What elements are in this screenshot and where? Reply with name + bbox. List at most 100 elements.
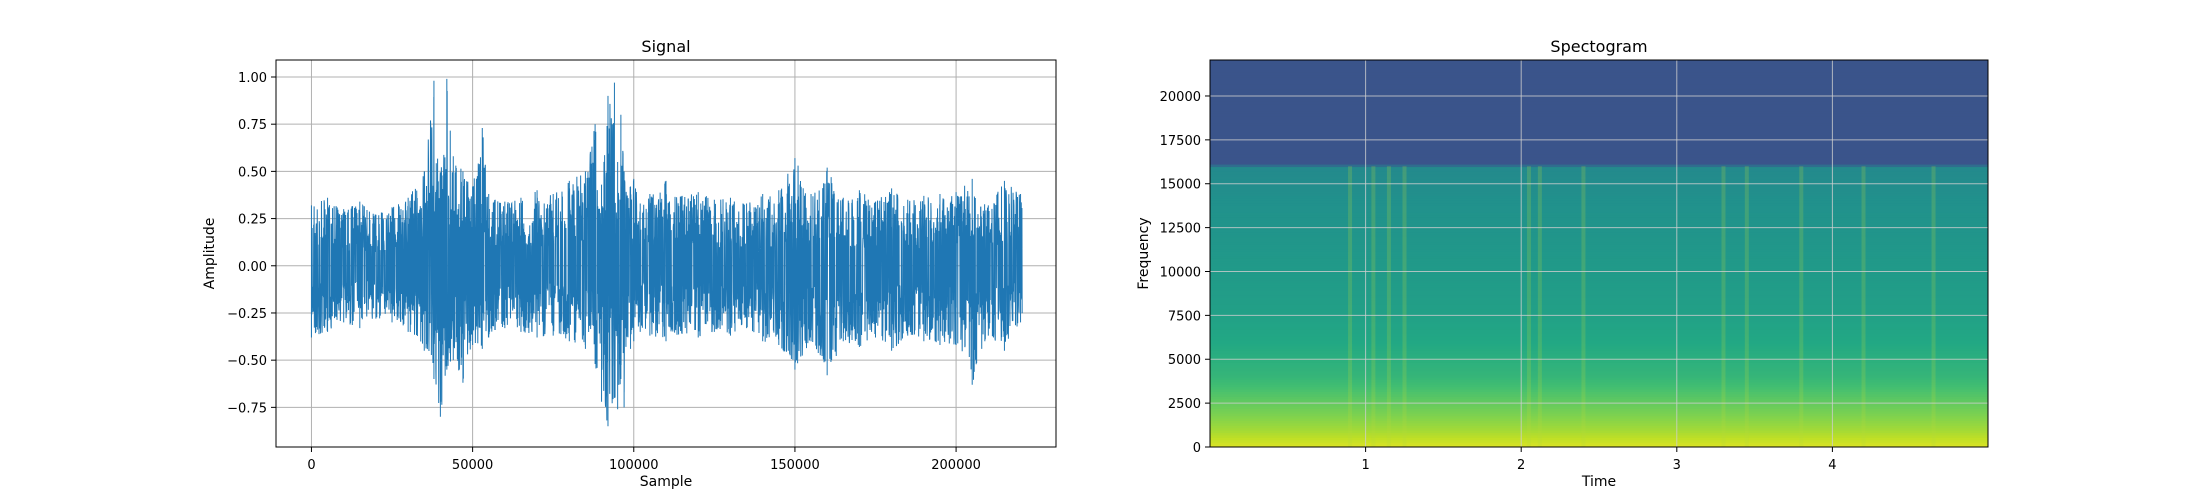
- spectrogram-band: [1210, 388, 1988, 392]
- spectrogram-band: [1210, 362, 1988, 366]
- spectrogram-band: [1210, 118, 1988, 122]
- signal-y-tick-label: 0.25: [238, 213, 267, 228]
- spectrogram-band: [1210, 159, 1988, 163]
- spectrogram-band: [1210, 393, 1988, 397]
- spectrogram-band: [1210, 193, 1988, 197]
- spectrogram-y-tick-label: 12500: [1160, 222, 1201, 237]
- signal-y-tick-label: −0.75: [227, 401, 267, 416]
- spectrogram-band: [1210, 147, 1988, 151]
- signal-xlabel: Sample: [640, 474, 693, 490]
- spectrogram-band: [1210, 258, 1988, 262]
- spectrogram-onset: [1799, 166, 1804, 447]
- signal-ylabel: Amplitude: [202, 218, 218, 290]
- spectrogram-y-tick-label: 0: [1193, 441, 1201, 456]
- spectrogram-band: [1210, 67, 1988, 71]
- spectrogram-band: [1210, 105, 1988, 109]
- spectrogram-band: [1210, 164, 1988, 168]
- signal-y-tick-label: −0.25: [227, 307, 267, 322]
- spectrogram-band: [1210, 101, 1988, 105]
- spectrogram-band: [1210, 64, 1988, 68]
- spectrogram-band: [1210, 301, 1988, 305]
- spectrogram-band: [1210, 275, 1988, 279]
- spectrogram-band: [1210, 108, 1988, 112]
- spectrogram-band: [1210, 374, 1988, 378]
- spectrogram-bands: [1210, 60, 1988, 447]
- spectrogram-band: [1210, 379, 1988, 383]
- spectrogram-band: [1210, 166, 1988, 170]
- spectrogram-band: [1210, 268, 1988, 272]
- spectrogram-band: [1210, 444, 1988, 447]
- spectrogram-band: [1210, 202, 1988, 206]
- spectrogram-band: [1210, 229, 1988, 233]
- signal-x-ticks: 0 50000 100000 150000 200000: [307, 447, 981, 473]
- spectrogram-band: [1210, 188, 1988, 192]
- spectrogram-band: [1210, 151, 1988, 155]
- spectrogram-band: [1210, 340, 1988, 344]
- spectrogram-band: [1210, 316, 1988, 320]
- spectrogram-x-ticks: 1 2 3 4: [1361, 447, 1837, 473]
- spectrogram-band: [1210, 367, 1988, 371]
- spectrogram-onset: [1386, 166, 1391, 447]
- spectrogram-band: [1210, 430, 1988, 434]
- spectrogram-band: [1210, 72, 1988, 76]
- spectrogram-band: [1210, 277, 1988, 281]
- spectrogram-axes-frame: [1209, 59, 1989, 448]
- spectrogram-band: [1210, 384, 1988, 388]
- spectrogram-band: [1210, 304, 1988, 308]
- spectrogram-band: [1210, 420, 1988, 424]
- spectrogram-y-tick-label: 10000: [1160, 265, 1201, 280]
- spectrogram-band: [1210, 309, 1988, 313]
- spectrogram-band: [1210, 183, 1988, 187]
- spectrogram-band: [1210, 417, 1988, 421]
- spectrogram-band: [1210, 299, 1988, 303]
- signal-y-tick-label: −0.50: [227, 354, 267, 369]
- spectrogram-band: [1210, 185, 1988, 189]
- spectrogram-band: [1210, 205, 1988, 209]
- spectrogram-band: [1210, 217, 1988, 221]
- spectrogram-band: [1210, 137, 1988, 141]
- spectrogram-y-tick-label: 5000: [1168, 353, 1201, 368]
- spectrogram-band: [1210, 410, 1988, 414]
- spectrogram-band: [1210, 255, 1988, 259]
- spectrogram-band: [1210, 287, 1988, 291]
- spectrogram-band: [1210, 173, 1988, 177]
- spectrogram-band: [1210, 139, 1988, 143]
- spectrogram-band: [1210, 427, 1988, 431]
- spectrogram-band: [1210, 323, 1988, 327]
- spectrogram-band: [1210, 81, 1988, 85]
- spectrogram-band: [1210, 168, 1988, 172]
- spectrogram-band: [1210, 364, 1988, 368]
- spectrogram-band: [1210, 263, 1988, 267]
- spectrogram-onset: [1931, 166, 1936, 447]
- spectrogram-y-tick-label: 17500: [1160, 134, 1201, 149]
- spectrogram-band: [1210, 282, 1988, 286]
- spectrogram-onset: [1744, 166, 1749, 447]
- spectrogram-band: [1210, 219, 1988, 223]
- spectrogram-band: [1210, 306, 1988, 310]
- spectrogram-y-tick-label: 20000: [1160, 90, 1201, 105]
- signal-y-tick-label: 1.00: [238, 71, 267, 86]
- spectrogram-onset: [1526, 166, 1531, 447]
- spectrogram-band: [1210, 391, 1988, 395]
- signal-y-tick-label: 0.00: [238, 260, 267, 275]
- spectrogram-band: [1210, 347, 1988, 351]
- spectrogram-band: [1210, 130, 1988, 134]
- spectrogram-band: [1210, 265, 1988, 269]
- spectrogram-band: [1210, 238, 1988, 243]
- spectrogram-chart: 1 2 3 4 0 2500 5000 7500 10000 12500 15000 17500 20…: [1136, 37, 1989, 490]
- signal-y-ticks: −0.75 −0.50 −0.25 0.00 0.25 0.50 0.75 1.00: [227, 71, 276, 416]
- spectrogram-band: [1210, 338, 1988, 342]
- spectrogram-band: [1210, 403, 1988, 407]
- spectrogram-onsets: [1348, 166, 1936, 447]
- spectrogram-band: [1210, 144, 1988, 148]
- spectrogram-band: [1210, 103, 1988, 107]
- spectrogram-y-tick-label: 2500: [1168, 397, 1201, 412]
- spectrogram-band: [1210, 326, 1988, 330]
- spectrogram-band: [1210, 413, 1988, 417]
- spectrogram-band: [1210, 176, 1988, 180]
- spectrogram-x-tick-label: 4: [1828, 458, 1836, 473]
- spectrogram-band: [1210, 321, 1988, 325]
- signal-y-tick-label: 0.75: [238, 118, 267, 133]
- signal-axes-frame: [275, 59, 1057, 448]
